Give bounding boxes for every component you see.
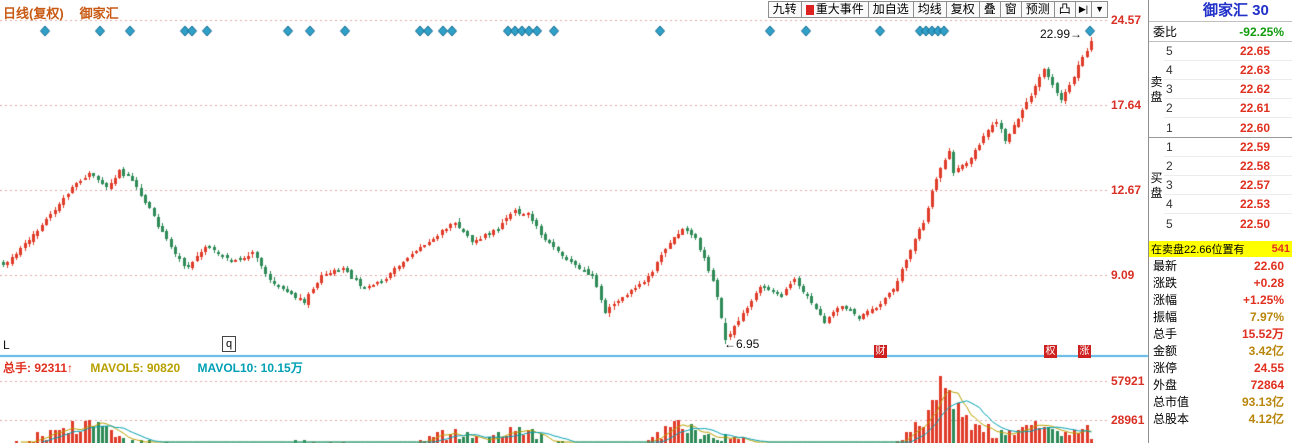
overlay-button[interactable]: 叠 — [978, 1, 1001, 18]
sell-row-4[interactable]: 4 22.63 — [1164, 61, 1292, 80]
nine-turn-button[interactable]: 九转 — [767, 1, 802, 18]
event-badge-1[interactable]: 财 — [874, 345, 887, 358]
ma-button[interactable]: 均线 — [912, 1, 947, 18]
window-button[interactable]: 窗 — [999, 1, 1022, 18]
info-row-change: 涨跌 +0.28 — [1153, 275, 1284, 291]
marker-l: L — [3, 338, 10, 352]
chart-toolbar: 九转 重大事件 加自选 均线 复权 叠 窗 预测 凸 ▶| ▼ — [767, 1, 1108, 18]
buy-row-3[interactable]: 3 22.57 — [1164, 176, 1292, 195]
event-badge-3[interactable]: 涨 — [1078, 345, 1091, 358]
adjust-price-button[interactable]: 复权 — [945, 1, 980, 18]
jump-to-latest-button[interactable]: ▶| — [1074, 1, 1093, 18]
sell-queue: 卖盘 5 22.65 4 22.63 3 22.62 2 22.61 1 22.60 — [1149, 42, 1292, 137]
quote-panel: 御家汇 30 委比 -92.25% 卖盘 5 22.65 4 22.63 3 22.6… — [1149, 0, 1292, 443]
panel-divider — [1148, 0, 1149, 443]
buy-row-5[interactable]: 5 22.50 — [1166, 216, 1270, 231]
weibi-row: 委比 -92.25% — [1149, 22, 1292, 42]
buy-queue-label: 买盘 — [1150, 170, 1163, 200]
order-position-text: 在卖盘22.66位置有 — [1151, 244, 1245, 256]
info-row-latest: 最新 22.60 — [1153, 258, 1284, 274]
price-tick-3: 12.67 — [1111, 183, 1142, 197]
stock-name-label: 御家汇 — [79, 6, 119, 21]
weibi-label: 委比 — [1153, 25, 1178, 39]
period-label: 日线(复权) — [3, 6, 64, 21]
info-row-total-hands: 总手 15.52万 — [1153, 327, 1284, 341]
price-tick-1: 24.57 — [1111, 13, 1142, 27]
volume-header: 总手: 92311↑ MAVOL5: 90820 MAVOL10: 10.15万 — [3, 359, 303, 376]
add-watchlist-button[interactable]: 加自选 — [867, 1, 914, 18]
volume-tick-1: 57921 — [1111, 374, 1145, 388]
chevron-down-icon: ▼ — [1095, 4, 1104, 14]
order-position-strip: 在卖盘22.66位置有 541 — [1149, 241, 1292, 257]
info-row-change-pct: 涨幅 +1.25% — [1153, 292, 1284, 308]
order-position-value: 541 — [1271, 243, 1290, 255]
price-tick-4: 9.09 — [1111, 268, 1135, 282]
panel-stock-title[interactable]: 御家汇 30 — [1149, 0, 1292, 22]
price-tick-2: 17.64 — [1111, 98, 1142, 112]
buy-row-4[interactable]: 4 22.53 — [1164, 195, 1292, 214]
sell-row-1[interactable]: 1 22.60 — [1166, 120, 1270, 135]
marker-q[interactable]: q — [222, 336, 236, 352]
sell-row-3[interactable]: 3 22.62 — [1164, 80, 1292, 99]
event-icon — [805, 4, 814, 15]
buy-row-2[interactable]: 2 22.58 — [1164, 157, 1292, 176]
total-volume-label: 总手: 92311↑ — [3, 361, 74, 375]
buy-queue: 买盘 1 22.59 2 22.58 3 22.57 4 22.53 5 22.50 — [1149, 137, 1292, 233]
panel-spacer — [1149, 233, 1292, 241]
forecast-button[interactable]: 预测 — [1020, 1, 1055, 18]
info-row-limit-up: 涨停 24.55 — [1153, 360, 1284, 376]
event-badge-2[interactable]: 权 — [1044, 345, 1057, 358]
volume-tick-2: 28961 — [1111, 413, 1145, 427]
chart-header: 日线(复权) 御家汇 — [3, 3, 119, 22]
info-row-outer-volume: 外盘 72864 — [1153, 377, 1284, 393]
weibi-value: -92.25% — [1239, 24, 1284, 39]
mavol10-label: MAVOL10: 10.15万 — [197, 361, 303, 375]
convex-button[interactable]: 凸 — [1053, 1, 1076, 18]
info-row-turnover: 金额 3.42亿 — [1153, 344, 1284, 358]
high-price-annotation: 22.99→ — [1040, 27, 1083, 41]
dropdown-button[interactable]: ▼ — [1091, 1, 1108, 18]
major-events-button[interactable]: 重大事件 — [800, 1, 869, 18]
buy-row-1[interactable]: 1 22.59 — [1164, 138, 1292, 157]
info-row-total-shares: 总股本 4.12亿 — [1153, 412, 1284, 426]
sell-row-5[interactable]: 5 22.65 — [1164, 42, 1292, 61]
info-row-market-cap: 总市值 93.13亿 — [1153, 395, 1284, 409]
info-row-amplitude: 振幅 7.97% — [1153, 309, 1284, 325]
sell-row-2[interactable]: 2 22.61 — [1164, 99, 1292, 118]
sell-queue-label: 卖盘 — [1150, 74, 1163, 104]
low-price-annotation: ←6.95 — [724, 337, 760, 351]
mavol5-label: MAVOL5: 90820 — [90, 361, 181, 375]
